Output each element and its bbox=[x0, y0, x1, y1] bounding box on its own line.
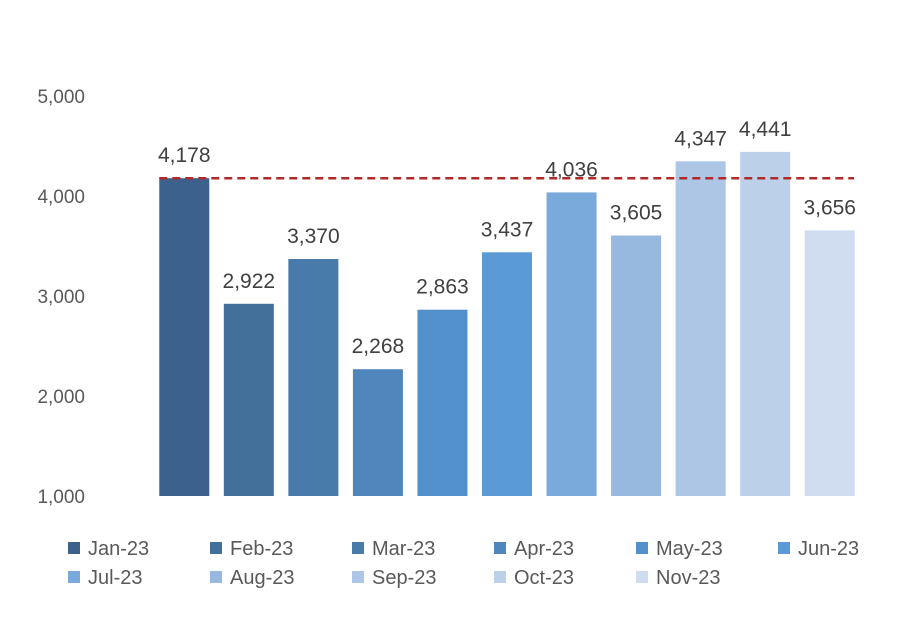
bar-oct-23 bbox=[740, 151, 791, 496]
legend-item: Jul-23 bbox=[68, 567, 142, 589]
legend-swatch bbox=[352, 571, 364, 583]
legend-swatch bbox=[210, 571, 222, 583]
bar-sep-23 bbox=[675, 161, 726, 497]
bar-jun-23 bbox=[482, 252, 532, 496]
data-label: 2,922 bbox=[223, 270, 276, 293]
bar-mar-23 bbox=[288, 259, 339, 496]
legend-label: Sep-23 bbox=[372, 567, 437, 589]
y-axis: 1,000 2,000 3,000 4,000 5,000 bbox=[37, 87, 85, 508]
data-labels: 4,178 2,922 3,370 2,268 2,863 3,437 4,036 3,605… bbox=[158, 118, 856, 358]
data-label: 4,178 bbox=[158, 144, 211, 167]
legend-label: Jan-23 bbox=[88, 538, 149, 560]
legend-label: Mar-23 bbox=[372, 538, 435, 560]
legend-label: Nov-23 bbox=[656, 567, 720, 589]
legend-item: Sep-23 bbox=[352, 567, 437, 589]
legend-item: Jan-23 bbox=[68, 538, 149, 560]
y-tick-label: 4,000 bbox=[37, 187, 85, 208]
data-label: 3,605 bbox=[610, 202, 663, 225]
legend-label: Aug-23 bbox=[230, 567, 295, 589]
legend-item: Nov-23 bbox=[636, 567, 720, 589]
legend-item: Aug-23 bbox=[210, 567, 295, 589]
legend-item: Apr-23 bbox=[494, 538, 574, 560]
legend-swatch bbox=[68, 571, 80, 583]
legend-label: Feb-23 bbox=[230, 538, 293, 560]
legend-swatch bbox=[68, 542, 80, 554]
bar-feb-23 bbox=[223, 303, 274, 496]
y-tick-label: 1,000 bbox=[37, 487, 85, 508]
data-label: 3,437 bbox=[481, 218, 534, 241]
data-label: 3,656 bbox=[803, 196, 856, 219]
bar-nov-23 bbox=[804, 230, 855, 496]
data-label: 3,370 bbox=[287, 225, 340, 248]
legend-item: Mar-23 bbox=[352, 538, 435, 560]
data-label: 4,347 bbox=[674, 127, 727, 150]
y-tick-label: 5,000 bbox=[37, 87, 85, 108]
legend-item: Oct-23 bbox=[494, 567, 574, 589]
bar-apr-23 bbox=[352, 369, 403, 496]
legend-swatch bbox=[210, 542, 222, 554]
y-tick-label: 2,000 bbox=[37, 387, 85, 408]
bar-jan-23 bbox=[159, 178, 210, 496]
legend-item: Jun-23 bbox=[778, 538, 859, 560]
legend-item: May-23 bbox=[636, 538, 723, 560]
bar-jul-23 bbox=[546, 192, 597, 496]
legend-label: Jul-23 bbox=[88, 567, 142, 589]
y-tick-label: 3,000 bbox=[37, 287, 85, 308]
legend-swatch bbox=[494, 571, 506, 583]
legend-swatch bbox=[352, 542, 364, 554]
data-label: 2,863 bbox=[416, 276, 469, 299]
bar-may-23 bbox=[417, 309, 468, 496]
legend-label: Apr-23 bbox=[514, 538, 574, 560]
legend: Jan-23 Feb-23 Mar-23 Apr-23 May-23 Jun-23 Jul-… bbox=[68, 538, 859, 589]
legend-swatch bbox=[494, 542, 506, 554]
legend-label: May-23 bbox=[656, 538, 723, 560]
data-label: 2,268 bbox=[352, 335, 405, 358]
legend-swatch bbox=[778, 542, 790, 554]
legend-swatch bbox=[636, 542, 648, 554]
data-label: 4,441 bbox=[739, 118, 792, 141]
legend-swatch bbox=[636, 571, 648, 583]
bar-aug-23 bbox=[611, 235, 662, 496]
legend-label: Oct-23 bbox=[514, 567, 574, 589]
legend-label: Jun-23 bbox=[798, 538, 859, 560]
data-label: 4,036 bbox=[545, 158, 598, 181]
legend-item: Feb-23 bbox=[210, 538, 293, 560]
bars bbox=[159, 151, 855, 497]
